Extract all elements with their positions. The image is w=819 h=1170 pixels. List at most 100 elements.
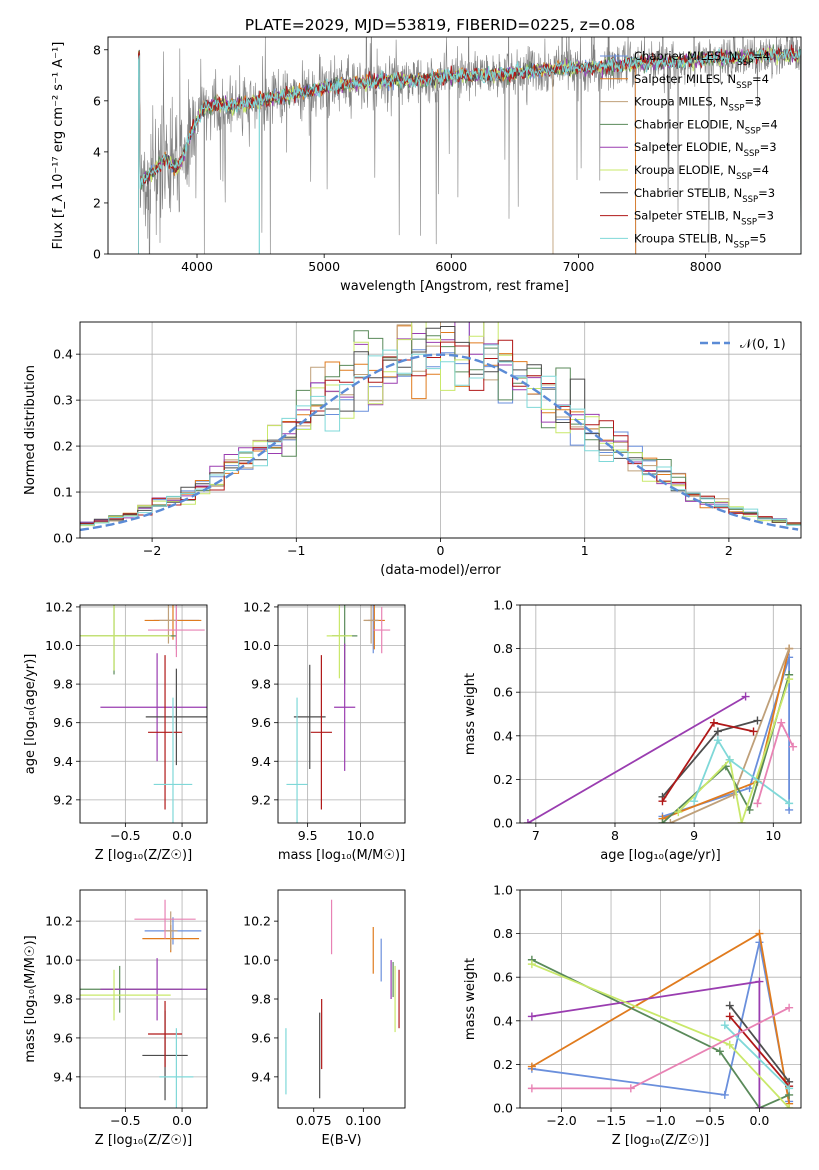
normal-curve — [80, 353, 799, 532]
x-tick-label: 2 — [725, 543, 733, 558]
x-tick-label: 1 — [581, 543, 589, 558]
x-tick-label: 0 — [437, 543, 445, 558]
x-axis-label: Z [log₁₀(Z/Z☉)] — [95, 848, 192, 863]
y-tick-label: 8 — [93, 42, 101, 57]
y-tick-label: 1.0 — [493, 598, 513, 613]
y-tick-label: 10.0 — [243, 638, 271, 653]
chart-mass-vs-ebv: 0.075 0.100 9.4 9.6 9.8 10.0 10.2 E(B-V) — [243, 889, 406, 1148]
series-marker — [626, 1084, 635, 1093]
legend-label: Salpeter ELODIE, NSSP=3 — [634, 140, 777, 159]
legend-label: Kroupa MILES, NSSP=3 — [634, 95, 761, 114]
x-axis-label: Z [log₁₀(Z/Z☉)] — [95, 1133, 192, 1148]
series-marker — [720, 1090, 729, 1099]
y-tick-label: 0.0 — [493, 816, 513, 831]
y-axis-label: age [log₁₀(age/yr)] — [23, 654, 38, 775]
y-tick-label: 0.0 — [53, 531, 73, 546]
x-tick-label: −1.5 — [596, 1113, 626, 1128]
series-marker — [713, 727, 722, 736]
x-tick-label: 9 — [690, 828, 698, 843]
series-line — [729, 1004, 790, 1083]
age-vs-mass-plot-area — [286, 605, 391, 823]
y-axis-label: Normed distribution — [23, 365, 38, 495]
series-line — [527, 695, 747, 823]
y-tick-label: 0.1 — [53, 485, 73, 500]
series-marker — [527, 1012, 536, 1021]
series-marker — [527, 960, 536, 969]
spectrum-plot-area — [138, 37, 801, 254]
data-point — [286, 697, 308, 823]
data-point — [100, 653, 207, 762]
chart-age-vs-mass: 9.5 10.0 9.2 9.4 9.6 9.8 10.0 10.2 mass [log₁₀(M… — [243, 599, 406, 863]
series-marker — [737, 819, 746, 823]
y-tick-label: 10.2 — [243, 914, 271, 929]
y-tick-label: 9.6 — [53, 715, 73, 730]
chart-age-vs-Z: −0.5 0.0 9.2 9.4 9.6 9.8 10.0 10.2 Z [log₁₀(Z/Z☉… — [23, 599, 208, 863]
x-tick-label: 10.0 — [347, 828, 375, 843]
y-tick-label: 0.2 — [493, 1057, 513, 1072]
series-marker — [753, 716, 762, 725]
axes-frame — [277, 889, 406, 1109]
series-marker — [527, 1062, 536, 1071]
x-tick-label: 8 — [611, 828, 619, 843]
y-tick-label: 0.6 — [493, 685, 513, 700]
y-tick-label: 9.8 — [53, 992, 73, 1007]
x-tick-label: 0.0 — [172, 828, 192, 843]
data-point — [100, 958, 207, 1021]
legend-label: 𝒩(0, 1) — [740, 336, 786, 351]
y-tick-label: 0.2 — [493, 772, 513, 787]
y-tick-label: 9.6 — [251, 1030, 271, 1045]
y-tick-label: 9.4 — [251, 1069, 271, 1084]
axes-frame — [79, 604, 208, 824]
model-spectrum — [138, 48, 801, 254]
y-tick-label: 9.6 — [251, 715, 271, 730]
legend-label: Chabrier MILES, NSSP=4 — [634, 49, 770, 68]
data-point — [148, 655, 183, 810]
y-tick-label: 0.3 — [53, 393, 73, 408]
series-marker — [753, 799, 762, 808]
y-tick-label: 2 — [93, 195, 101, 210]
series-marker — [725, 1001, 734, 1010]
axes-frame — [107, 36, 802, 255]
series-marker — [658, 819, 667, 823]
x-axis-label: E(B-V) — [321, 1133, 361, 1148]
y-axis-label: mass weight — [463, 673, 478, 755]
x-tick-label: 0.0 — [749, 1113, 769, 1128]
y-tick-label: 1.0 — [493, 883, 513, 898]
series-marker — [741, 692, 750, 701]
age-vs-Z-plot-area — [80, 605, 207, 823]
series-line — [729, 1015, 790, 1087]
series-marker — [755, 938, 764, 947]
x-tick-label: −1 — [287, 543, 305, 558]
data-point — [153, 697, 193, 823]
y-tick-label: 0.4 — [493, 728, 513, 743]
chart-weight-vs-age: 7 8 9 10 0.0 0.2 0.4 0.6 0.8 1.0 age [log₁₀(age/yr… — [463, 598, 802, 863]
x-tick-label: 7000 — [563, 259, 595, 274]
series-marker — [785, 799, 794, 808]
chart-spectrum: 4000 5000 6000 7000 8000 0 2 4 6 8 wavelength [Ang… — [51, 36, 802, 294]
series-marker — [658, 797, 667, 806]
x-axis-label: wavelength [Angstrom, rest frame] — [340, 279, 569, 294]
x-tick-label: −0.5 — [110, 1113, 140, 1128]
residuals-plot-area — [80, 322, 801, 532]
residual-histogram — [80, 326, 801, 526]
series-marker — [745, 805, 754, 814]
data-point — [159, 605, 178, 644]
series-marker — [755, 929, 764, 938]
x-tick-label: −0.5 — [695, 1113, 725, 1128]
series-marker — [785, 675, 794, 684]
data-point — [373, 606, 391, 654]
data-point — [363, 605, 379, 644]
y-tick-label: 10.0 — [45, 953, 73, 968]
weight-vs-Z-plot-area — [527, 929, 794, 1108]
y-tick-label: 0.8 — [493, 926, 513, 941]
y-axis-label: mass [log₁₀(M/M☉)] — [23, 935, 38, 1062]
x-tick-label: −2.0 — [546, 1113, 576, 1128]
series-marker — [725, 1040, 734, 1049]
series-marker — [755, 1104, 764, 1108]
series-marker — [709, 718, 718, 727]
x-axis-label: Z [log₁₀(Z/Z☉)] — [612, 1133, 709, 1148]
mass-vs-ebv-plot-area — [285, 899, 400, 1099]
residual-histogram — [80, 339, 801, 525]
y-tick-label: 10.2 — [45, 599, 73, 614]
y-tick-label: 4 — [93, 144, 101, 159]
